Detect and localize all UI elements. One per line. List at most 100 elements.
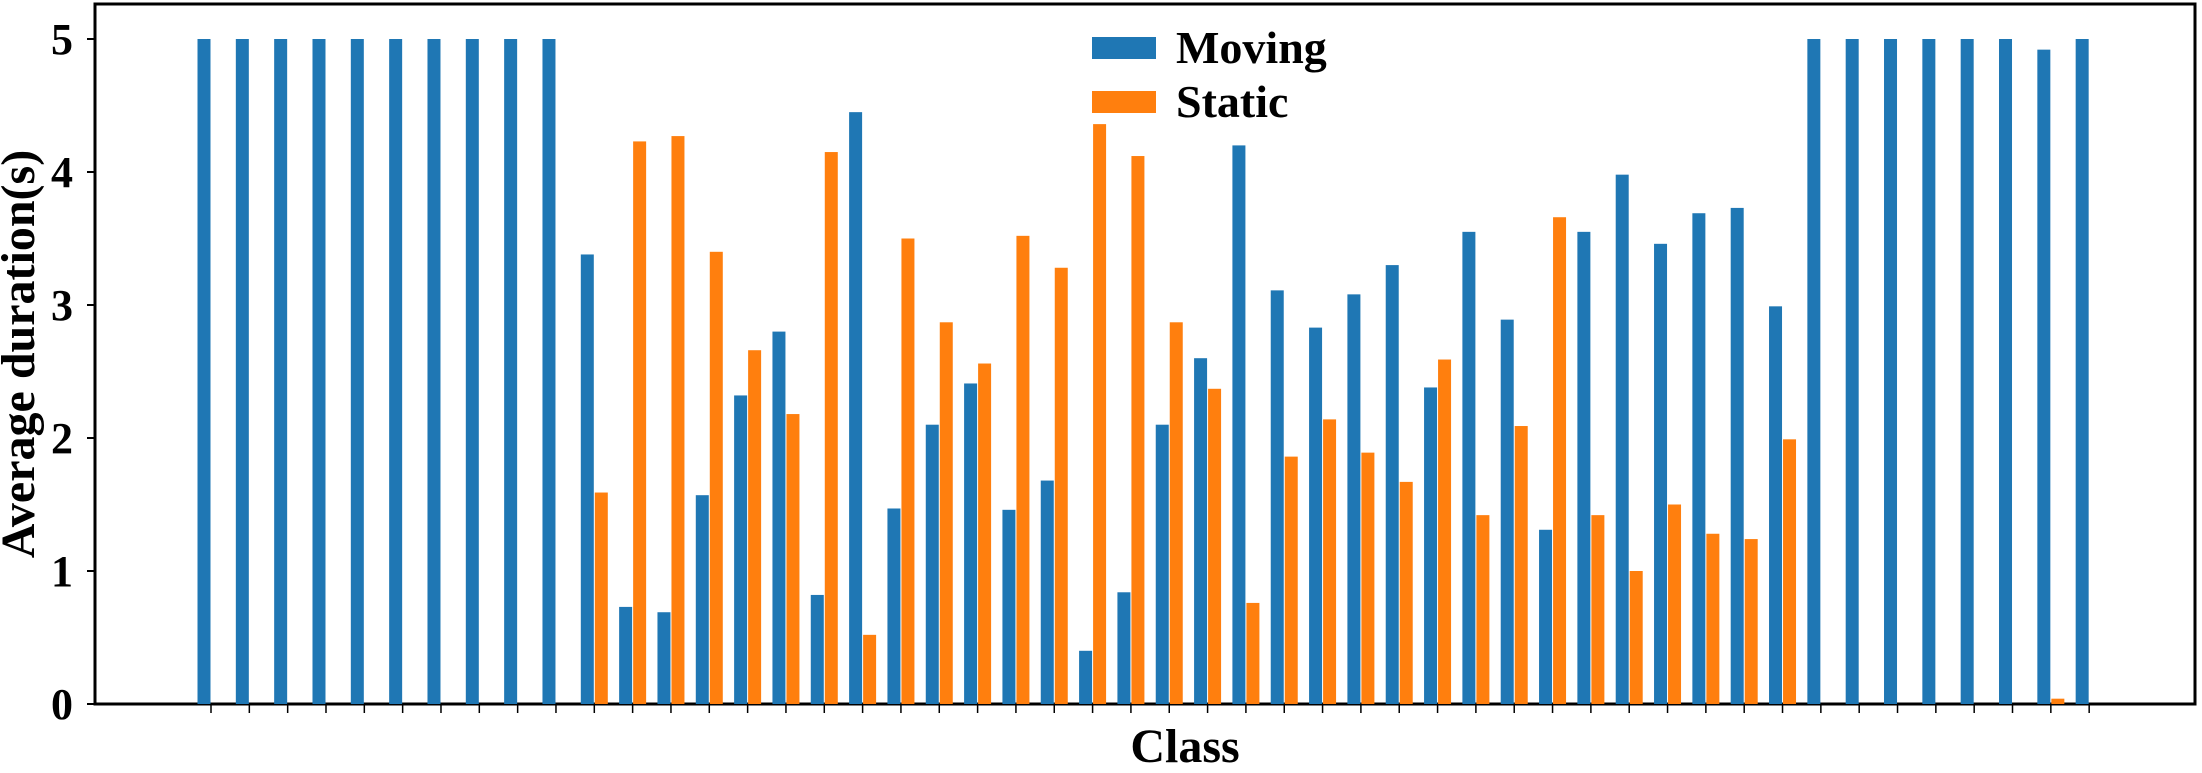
bar-moving-48 [1999, 39, 2013, 704]
legend-swatch-moving [1092, 37, 1156, 59]
bar-static-30 [1323, 419, 1337, 704]
bar-static-15 [748, 350, 762, 704]
bar-moving-35 [1500, 319, 1514, 704]
bar-moving-8 [465, 39, 479, 704]
bar-moving-14 [695, 495, 709, 704]
y-tick-label-3: 3 [51, 281, 73, 330]
bar-moving-30 [1309, 327, 1323, 704]
bar-moving-2 [235, 39, 249, 704]
bar-moving-22 [1002, 509, 1016, 704]
bar-static-37 [1591, 515, 1605, 704]
bar-moving-42 [1769, 306, 1783, 704]
bar-moving-24 [1079, 650, 1093, 704]
bar-moving-9 [504, 39, 518, 704]
bar-moving-23 [1040, 480, 1054, 704]
bar-moving-20 [925, 424, 939, 704]
bar-moving-34 [1462, 231, 1476, 704]
legend-swatch-static [1092, 91, 1156, 113]
bar-moving-13 [657, 612, 671, 704]
bar-static-13 [671, 136, 685, 705]
bar-moving-11 [580, 254, 594, 704]
bar-moving-41 [1730, 207, 1744, 704]
bar-moving-33 [1424, 387, 1438, 704]
bar-static-19 [901, 238, 915, 704]
bar-static-40 [1706, 533, 1720, 704]
bar-moving-43 [1807, 39, 1821, 704]
bar-moving-47 [1960, 39, 1974, 704]
bar-moving-49 [2037, 49, 2051, 704]
y-tick-label-2: 2 [51, 414, 73, 463]
bar-static-34 [1476, 515, 1490, 704]
bar-moving-10 [542, 39, 556, 704]
bar-static-35 [1514, 426, 1528, 704]
bar-moving-36 [1539, 529, 1553, 704]
bar-static-32 [1399, 481, 1413, 704]
bar-moving-29 [1270, 290, 1284, 704]
bar-moving-32 [1385, 265, 1399, 704]
bar-static-18 [863, 634, 877, 704]
bar-moving-27 [1194, 358, 1208, 704]
bar-static-28 [1246, 602, 1260, 704]
y-tick-label-5: 5 [51, 15, 73, 64]
bar-static-36 [1553, 217, 1567, 704]
bar-static-16 [786, 414, 800, 704]
bar-moving-21 [964, 383, 978, 704]
bar-static-38 [1629, 571, 1643, 704]
bar-static-22 [1016, 235, 1030, 704]
bar-moving-26 [1155, 424, 1169, 704]
bar-static-14 [709, 251, 723, 705]
bar-moving-17 [810, 594, 824, 704]
bar-moving-16 [772, 331, 786, 704]
bar-moving-5 [350, 39, 364, 704]
bar-static-27 [1208, 388, 1222, 704]
bar-moving-1 [197, 39, 211, 704]
bar-static-11 [594, 492, 608, 704]
bar-static-21 [978, 363, 992, 704]
bar-moving-31 [1347, 294, 1361, 704]
bar-static-26 [1169, 322, 1183, 704]
bars-group [197, 39, 2089, 705]
y-tick-label-4: 4 [51, 148, 73, 197]
bar-moving-28 [1232, 145, 1246, 704]
bar-static-12 [633, 141, 647, 704]
bar-static-20 [939, 322, 953, 704]
bar-static-25 [1131, 156, 1145, 705]
bar-moving-25 [1117, 592, 1131, 704]
legend-label-static: Static [1176, 76, 1288, 127]
x-ticks [210, 704, 2090, 713]
bar-moving-18 [849, 112, 863, 704]
bar-moving-38 [1615, 174, 1629, 704]
bar-static-23 [1054, 267, 1068, 704]
bar-static-49 [2051, 698, 2065, 704]
bar-moving-40 [1692, 213, 1706, 705]
bar-moving-19 [887, 508, 901, 704]
bar-static-41 [1744, 539, 1758, 704]
bar-static-33 [1438, 359, 1452, 704]
y-axis-label: Average duration(s) [0, 150, 45, 558]
y-ticks: 0 1 2 3 4 5 [51, 15, 95, 729]
bar-static-39 [1668, 504, 1682, 704]
bar-moving-45 [1884, 39, 1898, 704]
legend-label-moving: Moving [1176, 22, 1327, 73]
legend: Moving Static [1092, 22, 1327, 127]
bar-moving-7 [427, 39, 441, 704]
bar-moving-12 [619, 606, 633, 704]
bar-moving-4 [312, 39, 326, 704]
bar-static-29 [1284, 456, 1298, 704]
plot-frame [93, 2, 2197, 706]
y-tick-label-0: 0 [51, 680, 73, 729]
bar-static-42 [1783, 439, 1797, 704]
bar-static-17 [824, 152, 838, 705]
bar-static-24 [1093, 124, 1107, 705]
bar-moving-44 [1845, 39, 1859, 704]
bar-moving-46 [1922, 39, 1936, 704]
bar-moving-6 [389, 39, 403, 704]
bar-static-31 [1361, 452, 1375, 704]
bar-moving-37 [1577, 231, 1591, 704]
x-axis-label: Class [1130, 720, 1239, 773]
bar-moving-39 [1654, 243, 1668, 704]
bar-moving-3 [274, 39, 288, 704]
bar-moving-50 [2075, 39, 2089, 704]
y-tick-label-1: 1 [51, 547, 73, 596]
